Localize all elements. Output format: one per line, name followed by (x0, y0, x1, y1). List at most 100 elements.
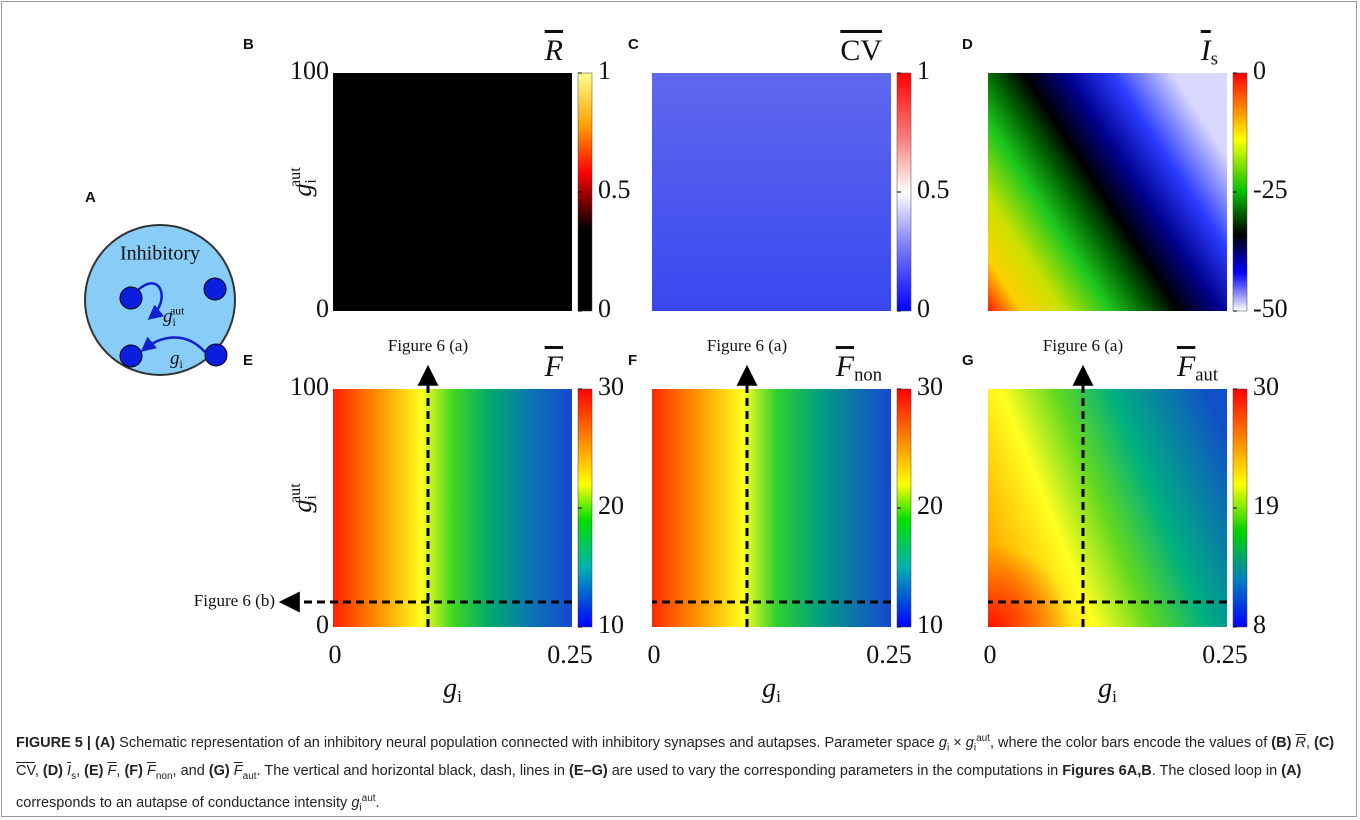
colorbar-tick-label: 0 (598, 294, 611, 323)
population-title: Inhibitory (120, 243, 200, 265)
annotation: Figure 6 (a) (707, 336, 787, 355)
colorbar-tick-label: 0 (1253, 56, 1266, 85)
caption-run: (C) (1314, 734, 1335, 751)
subscript: i (173, 315, 177, 328)
link-label: gi (170, 348, 184, 370)
caption-run: FIGURE 5 | (A) (16, 734, 116, 751)
subscript: aut (1195, 365, 1219, 386)
caption-run: , (1305, 734, 1314, 751)
y-axis-label: giaut (287, 483, 320, 513)
superscript: aut (287, 167, 304, 187)
x-tick-label: 0 (984, 640, 997, 669)
panel-label: B (243, 36, 254, 53)
heatmap (652, 73, 891, 311)
annotation: Figure 6 (b) (194, 591, 275, 610)
annotation: Figure 6 (a) (388, 336, 468, 355)
caption-run: aut (361, 792, 376, 804)
colorbar-tick-label: 0 (917, 294, 930, 323)
colorbar-tick-label: 1 (598, 56, 611, 85)
caption-run: (A) (1281, 762, 1302, 779)
panel-title: CV (840, 34, 882, 67)
caption-run: i (946, 742, 950, 754)
colorbar-tick-label: 0.5 (598, 175, 631, 204)
panel-label: F (628, 352, 637, 369)
subscript: i (457, 687, 462, 706)
panel-title: Is (1200, 34, 1218, 70)
caption-run: i (359, 802, 362, 814)
caption-run: aut (976, 733, 990, 744)
caption-run: (D) (42, 762, 64, 779)
panel-label: G (962, 352, 974, 369)
colorbar-tick-label: 20 (598, 491, 624, 520)
colorbar-tick-label: 10 (598, 610, 624, 639)
synapse-arrow (140, 336, 206, 353)
caption-run: s (71, 770, 77, 782)
y-tick-label: 100 (290, 56, 329, 85)
caption-run: CV (16, 762, 35, 779)
autapse-loop (137, 282, 165, 320)
colorbar-tick-label: 8 (1253, 610, 1266, 639)
y-tick-label: 100 (290, 372, 329, 401)
subscript: i (302, 495, 319, 500)
symbol: F (1176, 350, 1196, 383)
caption-run: (G) (208, 762, 230, 779)
caption-run: R (1295, 734, 1306, 751)
subscript: s (1211, 49, 1218, 70)
schematic: A Inhibitory giaut gi (84, 189, 236, 376)
colorbar-tick-label: -50 (1253, 294, 1288, 323)
subscript: i (1112, 687, 1117, 706)
symbol: g (288, 500, 317, 513)
panel-label: C (628, 36, 639, 53)
caption-run: g (938, 734, 947, 751)
colorbar-tick-label: -25 (1253, 175, 1288, 204)
colorbar-tick-label: 30 (917, 372, 943, 401)
y-tick-label: 0 (316, 610, 329, 639)
x-axis-label: gi (1098, 673, 1117, 706)
population (84, 224, 236, 376)
symbol: R (544, 34, 563, 67)
superscript: aut (170, 304, 185, 317)
panel: G 30 19 8 Faut 0 0.25 gi Figure 6 (a) (962, 336, 1279, 706)
caption: FIGURE 5 | (A) Schematic representation … (16, 728, 1341, 819)
caption-run: F (233, 762, 243, 779)
caption-run: aut (242, 770, 257, 782)
caption-run: , (34, 762, 43, 779)
caption-run: Figures 6A,B (1062, 762, 1152, 779)
loop-label: giaut (163, 304, 185, 328)
neuron (119, 344, 143, 368)
caption-run: corresponds to an autapse of conductance… (16, 794, 352, 811)
symbol: g (288, 184, 317, 197)
colorbar-tick-label: 10 (917, 610, 943, 639)
panel-title: Fnon (835, 350, 883, 386)
caption-run: F (146, 762, 156, 779)
panel-label: E (243, 352, 253, 369)
symbol: I (1200, 34, 1213, 67)
caption-run: i (973, 742, 977, 754)
caption-run: non (155, 770, 173, 782)
neuron (203, 277, 227, 301)
symbol: F (835, 350, 855, 383)
x-tick-label: 0.25 (1202, 640, 1248, 669)
neuron (119, 286, 143, 310)
colorbar-tick-label: 20 (917, 491, 943, 520)
heatmap (988, 73, 1227, 311)
caption-run: × (949, 734, 966, 751)
caption-run: (E–G) (569, 762, 608, 779)
colorbar-tick-label: 30 (598, 372, 624, 401)
heatmap (333, 73, 572, 311)
panel: D 0 -25 -50 Is (962, 34, 1288, 323)
subscript: i (302, 179, 319, 184)
panel-label: D (962, 36, 973, 53)
panel-title: F (544, 350, 564, 383)
panel-label: A (85, 189, 96, 206)
symbol: g (1098, 673, 1112, 704)
caption-run: are used to vary the corresponding param… (607, 762, 1063, 779)
x-tick-label: 0 (329, 640, 342, 669)
colorbar-tick-label: 1 (917, 56, 930, 85)
panel: B 1 0.5 0 R 100 0 giaut (243, 34, 631, 323)
superscript: aut (287, 483, 304, 503)
caption-run: g (351, 794, 360, 811)
